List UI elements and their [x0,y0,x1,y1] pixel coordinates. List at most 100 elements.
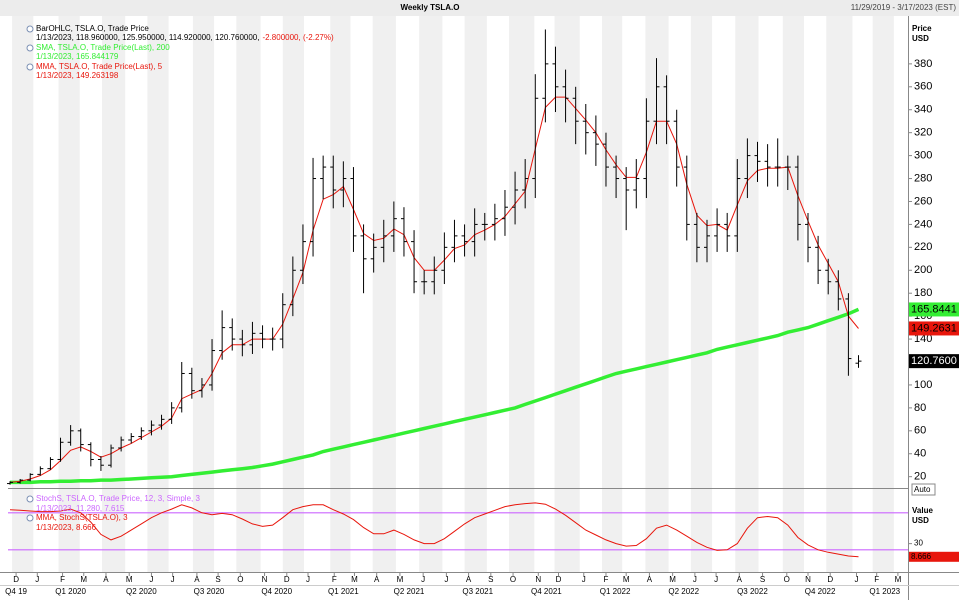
legend-icon [26,514,34,522]
x-tick-label: J [714,575,718,584]
legend-icon [26,25,34,33]
axis-label: USD [912,34,929,43]
x-tick-label: O [510,575,516,584]
x-tick-label: D [284,575,290,584]
y-tick-label: 60 [914,425,926,437]
last-value-tag [909,302,959,317]
x-tick-label: D [13,575,19,584]
legend-icon [26,63,34,71]
quarter-label: Q3 2021 [462,587,493,596]
legend-text: 1/13/2023, 11.280, 7.615 [36,504,125,513]
y-tick-label: 100 [914,379,932,391]
date-range: 11/29/2019 - 3/17/2023 (EST) [851,3,957,12]
line [10,307,860,485]
legend-text: 1/13/2023, 149.263198 [36,71,119,80]
legend-text: StochS, TSLA.O, Trade Price, 12, 3, Simp… [36,494,200,503]
y-tick-label: 300 [914,150,932,162]
month-band [645,16,669,572]
quarter-label: Q4 2020 [261,587,292,596]
x-tick-label: J [171,575,175,584]
x-tick-label: D [556,575,562,584]
x-tick-label: D [827,575,833,584]
month-band [12,16,34,572]
quarter-label: Q2 2020 [126,587,157,596]
line [9,502,859,558]
x-tick-label: A [466,575,472,584]
x-tick-label: J [421,575,425,584]
x-tick-label: J [444,575,448,584]
y-tick-label: 360 [914,81,932,93]
y-tick-label: 240 [914,218,932,230]
y-tick-label: 380 [914,58,932,70]
x-tick-label: J [693,575,697,584]
x-tick-label: J [149,575,153,584]
last-value-tag [909,354,959,369]
month-band [601,16,623,572]
x-tick-label: M [623,575,630,584]
x-tick-label: A [374,575,380,584]
legend-text: BarOHLC, TSLA.O, Trade Price [36,24,149,33]
x-tick-label: A [647,575,653,584]
month-band [372,16,396,572]
quarter-label: Q2 2022 [668,587,699,596]
auto-button [911,483,936,496]
last-value-label: 165.8441 [911,303,957,315]
x-tick-label: F [60,575,65,584]
last-value-label: 8.666 [911,552,932,561]
quarter-label: Q1 2022 [600,587,631,596]
legend-icon [26,495,34,503]
plot [7,29,908,558]
last-value-tag [909,551,959,562]
y-tick-label: 20 [914,471,926,483]
legend-text: MMA, TSLA.O, Trade Price(Last), 5 [36,62,163,71]
quarter-label: Q1 2023 [869,587,900,596]
y-tick-label: 200 [914,264,932,276]
x-tick-label: J [35,575,39,584]
axis-label: Value [912,506,933,515]
legend-text: 1/13/2023, 118.960000, 125.950000, 114.9… [36,33,259,42]
quarter-label: Q4 2021 [531,587,562,596]
legend-icon [26,44,34,52]
y-tick-label: 140 [914,333,932,345]
auto-label: Auto [914,485,931,494]
quarter-label: Q4 2022 [805,587,836,596]
month-bands [12,16,894,572]
title-bar [0,0,959,16]
x-tick-label: M [397,575,404,584]
x-tick-label: J [582,575,586,584]
legend-text: MMA, StochS(TSLA.O), 3 [36,513,128,522]
x-tick-label: A [103,575,109,584]
x-tick-label: A [194,575,200,584]
month-band [58,16,80,572]
month-band [509,16,535,572]
last-value-label: 149.2631 [911,322,957,334]
month-band [735,16,759,572]
month-band [464,16,487,572]
month-band [147,16,169,572]
axis-label: USD [912,516,929,525]
quarter-label: Q4 19 [5,587,27,596]
month-band [330,16,351,572]
quarter-label: Q2 2021 [394,587,425,596]
month-band [192,16,215,572]
x-tick-label: N [262,575,268,584]
y-tick-label: 340 [914,104,932,116]
last-value-tag [909,321,959,336]
chart-title: Weekly TSLA.O [401,3,460,12]
month-band [101,16,126,572]
legend-text: 1/13/2023, 8.666 [36,523,97,532]
last-value-label: 120.7600 [911,355,957,367]
quarter-label: Q3 2022 [737,587,768,596]
legend-text: 1/13/2023, 165.844179 [36,52,119,61]
x-tick-label: O [237,575,243,584]
x-tick-label: N [535,575,541,584]
x-tick-label: A [737,575,743,584]
x-tick-label: F [604,575,609,584]
y-tick-label: 40 [914,448,926,460]
x-tick-label: F [874,575,879,584]
x-tick-label: S [215,575,220,584]
y-tick-label: 260 [914,195,932,207]
month-band [236,16,261,572]
legend-text: SMA, TSLA.O, Trade Price(Last), 200 [36,43,170,52]
y-tick-label: 220 [914,241,932,253]
